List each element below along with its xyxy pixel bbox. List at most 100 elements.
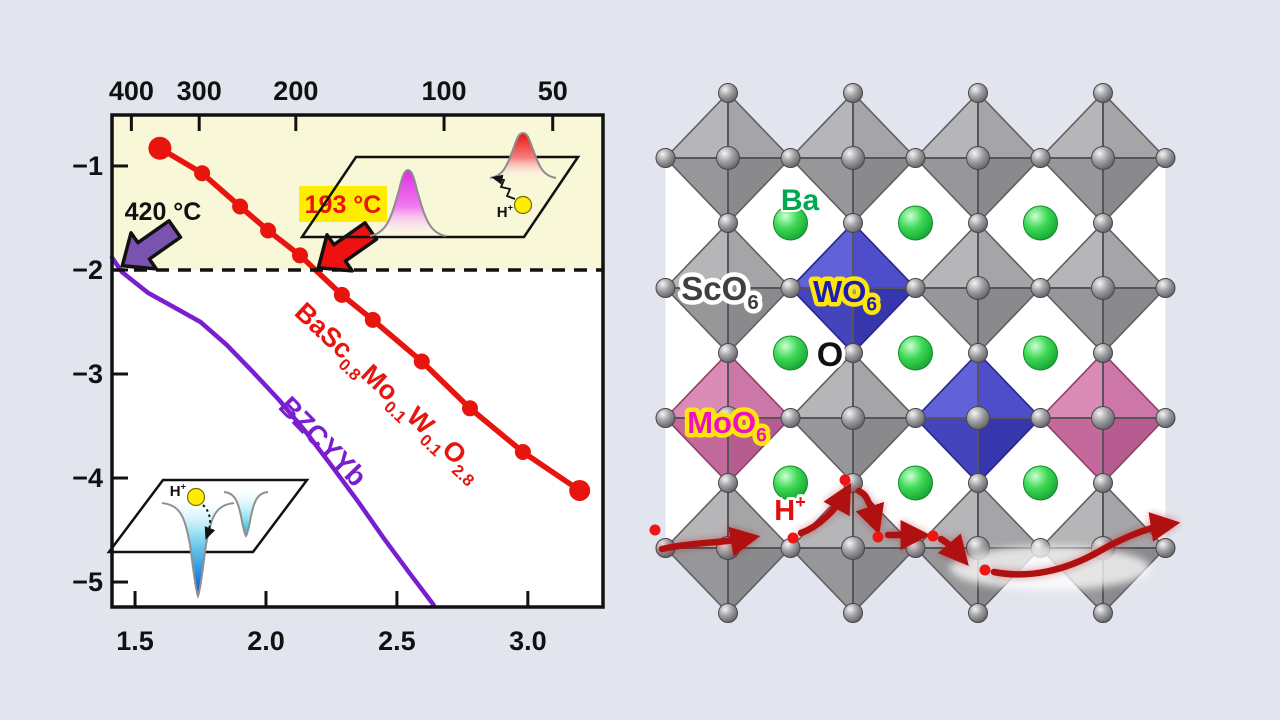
oxygen-sphere-icon <box>968 213 988 233</box>
barium-sphere-icon <box>773 335 808 371</box>
series-bscmw-marker <box>364 311 381 328</box>
top-tick-label: 200 <box>273 76 318 106</box>
bottom-tick-label: 2.5 <box>378 626 416 656</box>
edge-gap <box>1103 158 1166 288</box>
plot-frame <box>110 113 605 609</box>
oxygen-sphere-icon <box>843 213 863 233</box>
edge-gap <box>665 158 728 288</box>
axis-layer: 400 300 200 100 50 1.5 2.0 2.5 3.0 −1 −2 −3 −4 −5 <box>72 76 603 656</box>
y-tick-label: −2 <box>72 255 103 285</box>
oxygen-sphere-icon <box>843 343 863 363</box>
y-tick-label: −5 <box>72 567 103 597</box>
oxygen-sphere-icon <box>780 408 801 428</box>
series-bzcyyb-line <box>109 255 436 608</box>
label-wo6: WO6 <box>813 274 877 316</box>
label-moo6: MoO6 <box>687 405 767 447</box>
label-h-plus: H+ <box>774 492 805 527</box>
barium-sphere-icon <box>898 465 933 501</box>
shallow-well <box>223 491 269 538</box>
red-peak <box>489 131 557 179</box>
oxygen-sphere-icon <box>1030 408 1051 428</box>
series-bscmw-marker <box>333 286 350 303</box>
octahedron-gray <box>914 221 1042 355</box>
proton-arrow-2 <box>797 482 852 537</box>
octahedron-gray <box>664 91 792 225</box>
series-bscmw-marker <box>260 222 277 239</box>
oxygen-sphere-icon <box>843 83 863 103</box>
series-bscmw-marker <box>232 198 249 215</box>
barium-sphere-icon <box>898 205 933 241</box>
deep-well <box>161 502 235 599</box>
oxygen-sphere-icon <box>1091 406 1115 430</box>
barium-sphere-icon <box>898 335 933 371</box>
magenta-peak <box>369 168 447 237</box>
octahedron-blue <box>789 221 917 355</box>
oxygen-sphere-icon <box>841 276 865 300</box>
series-bscmw-marker <box>292 247 308 264</box>
octahedron-gray <box>789 91 917 225</box>
oxygen-sphere-icon <box>1155 148 1176 168</box>
oxygen-sphere-icon <box>905 148 926 168</box>
octahedron-pink <box>664 351 792 485</box>
proton-arrow-1 <box>658 526 761 557</box>
barium-sphere-icon <box>773 205 808 241</box>
barium-sphere-icon <box>1023 205 1058 241</box>
top-tick-label: 50 <box>538 76 568 106</box>
oxygen-sphere-icon <box>1093 213 1113 233</box>
oxygen-sphere-icon <box>1091 146 1115 170</box>
oxygen-sphere-icon <box>718 473 738 493</box>
oxygen-sphere-icon <box>841 536 865 560</box>
bottom-tick-label: 3.0 <box>509 626 547 656</box>
oxygen-sphere-icon <box>1030 278 1051 298</box>
proton-arrow-3 <box>855 487 885 535</box>
inset-energy-landscape-flat: H+ <box>299 131 581 239</box>
proton-dot-icon <box>787 532 799 544</box>
oxygen-sphere-icon <box>780 148 801 168</box>
bottom-tick-label: 2.0 <box>247 626 285 656</box>
oxygen-sphere-icon <box>716 276 740 300</box>
series-bscmw-marker <box>413 353 430 370</box>
oxygen-sphere-icon <box>966 146 990 170</box>
oxygen-sphere-icon <box>655 278 676 298</box>
inset-top-h-plus: H+ <box>497 203 514 221</box>
oxygen-sphere-icon <box>905 538 926 558</box>
proton-dot-icon <box>872 531 884 543</box>
annotation-193c-highlight <box>299 186 387 222</box>
y-tick-label: −3 <box>72 359 103 389</box>
proton-arrow-6 <box>990 512 1181 578</box>
oxygen-sphere-icon <box>968 343 988 363</box>
label-o: O <box>817 336 843 374</box>
proton-ball-icon <box>513 195 533 215</box>
oxygen-sphere-icon <box>1155 278 1176 298</box>
barium-sphere-icon <box>773 465 808 501</box>
series-bscmw-marker <box>514 444 531 460</box>
oxygen-sphere-icon <box>968 603 988 623</box>
oxygen-sphere-icon <box>1091 276 1115 300</box>
proton-arrow-5 <box>937 533 969 566</box>
oxygen-sphere-icon <box>966 276 990 300</box>
top-tick-label: 100 <box>422 76 467 106</box>
oxygen-sphere-icon <box>780 278 801 298</box>
edge-gap <box>665 288 728 418</box>
inset-energy-landscape-wells: H+ <box>106 478 310 599</box>
oxygen-sphere-icon <box>1093 343 1113 363</box>
proton-dot-icon <box>979 564 991 576</box>
y-tick-label: −4 <box>72 463 103 493</box>
series-bscmw-marker <box>569 480 591 501</box>
octahedron-gray <box>1039 91 1167 225</box>
oxygen-sphere-icon <box>843 603 863 623</box>
proton-ball-icon <box>186 487 206 507</box>
inset-plane <box>299 155 581 239</box>
top-tick-label: 400 <box>109 76 154 106</box>
proton-dot-icon <box>927 530 939 542</box>
proton-dots <box>649 474 991 576</box>
edge-gap <box>665 418 728 548</box>
edge-gap <box>1103 288 1166 418</box>
oxygen-sphere-icon <box>716 406 740 430</box>
barium-sphere-icon <box>1023 465 1058 501</box>
octahedron-gray <box>789 351 917 485</box>
oxygen-sphere-icon <box>1093 473 1113 493</box>
series-bscmw-marker <box>462 400 478 417</box>
